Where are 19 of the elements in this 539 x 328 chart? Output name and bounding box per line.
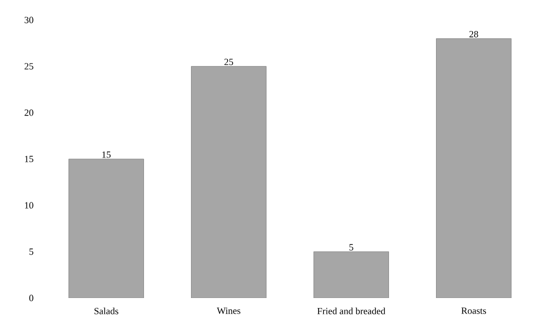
x-tick-label: Fried and breaded: [317, 308, 386, 314]
y-tick-label: 15: [25, 156, 34, 162]
y-tick-label: 10: [25, 202, 34, 209]
y-tick-label: 25: [24, 63, 34, 70]
data-label: 25: [224, 58, 234, 66]
y-tick-label: 20: [24, 109, 34, 116]
data-label: 15: [102, 151, 111, 158]
y-tick-label: 30: [24, 16, 34, 24]
bar: [436, 38, 512, 298]
bar: [68, 158, 144, 298]
bar: [191, 66, 266, 298]
x-tick-label: Wines: [216, 308, 240, 314]
x-tick-label: Salads: [94, 308, 118, 314]
y-tick-label: 0: [29, 294, 34, 302]
x-tick-label: Roasts: [461, 308, 486, 314]
data-label: 5: [349, 244, 354, 250]
data-label: 28: [469, 30, 478, 38]
y-tick-label: 5: [29, 248, 34, 255]
bar: [314, 251, 389, 298]
